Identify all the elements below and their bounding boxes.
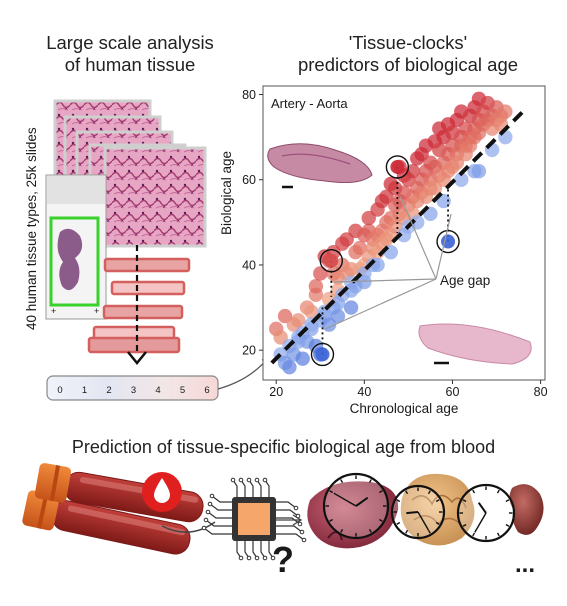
- highlight-ring: [319, 248, 343, 273]
- svg-text:+: +: [94, 306, 99, 316]
- y-tick-label: 20: [242, 344, 256, 358]
- blood-tube-icon: [22, 463, 204, 555]
- blood-drop-icon: [142, 472, 182, 512]
- scatter-point: [291, 313, 306, 328]
- age-scatter-chart: Artery - Aorta Age gap 20 40 60 80 20 40 60 80…: [219, 85, 548, 416]
- highlight-ring: [385, 155, 410, 179]
- organ-kidney-icon: [509, 484, 544, 535]
- y-tick-label: 60: [242, 173, 256, 187]
- x-tick-label: 40: [357, 385, 371, 399]
- clock-icon: [456, 483, 516, 543]
- scatter-point: [454, 172, 469, 187]
- embedding-value: 3: [131, 385, 136, 396]
- age-gap-pointer: [435, 213, 452, 280]
- age-gap-pointer: [399, 196, 437, 280]
- embedding-vector: 0 1 2 3 4 5 6: [46, 375, 219, 401]
- organ-brain-icon: [400, 473, 475, 546]
- feature-bars: [87, 257, 191, 354]
- right-title-line1: 'Tissue-clocks': [348, 32, 468, 53]
- age-gap-pointer: [325, 278, 437, 330]
- scatter-point: [330, 308, 346, 324]
- scatter-point: [295, 351, 310, 366]
- right-title: 'Tissue-clocks' predictors of biological…: [258, 32, 558, 76]
- embedding-value: 2: [106, 385, 111, 396]
- x-tick-label: 60: [446, 385, 460, 399]
- question-mark: ?: [272, 539, 294, 580]
- highlight-ring: [436, 229, 460, 254]
- svg-text:+: +: [51, 306, 56, 316]
- scatter-point: [330, 296, 346, 311]
- age-gap-label: Age gap: [440, 273, 490, 288]
- embedding-value: 0: [57, 385, 62, 396]
- y-tick-label: 40: [242, 258, 256, 272]
- chip-icon: [201, 477, 307, 561]
- scatter-point: [357, 266, 372, 281]
- x-tick-label: 80: [534, 385, 548, 399]
- highlighted-point: [324, 253, 339, 268]
- highlighted-point: [315, 347, 330, 362]
- scatter-point: [471, 164, 487, 179]
- scatter-point: [313, 266, 328, 281]
- x-tick-label: 20: [269, 385, 283, 399]
- y-tick-label: 80: [242, 88, 256, 102]
- side-label: 40 human tissue types, 25k slides: [24, 127, 39, 330]
- scatter-point: [498, 104, 513, 119]
- left-title: Large scale analysis of human tissue: [10, 32, 250, 76]
- clock-icon: [390, 484, 446, 540]
- age-gap-pointer: [334, 278, 437, 283]
- highlight-ring: [310, 342, 335, 367]
- left-title-line2: of human tissue: [64, 54, 196, 75]
- aorta-tissue-thumbnail-bottom: [418, 323, 532, 365]
- right-title-line2: predictors of biological age: [297, 54, 519, 75]
- embedding-to-chart-arrow: [217, 357, 269, 390]
- embedding-value: 4: [155, 385, 160, 396]
- y-axis-label: Biological age: [219, 151, 234, 235]
- bottom-title: Prediction of tissue-specific biological…: [71, 437, 496, 457]
- blood-to-chip-connector: [161, 521, 216, 533]
- identity-line: [270, 110, 525, 365]
- clock-icon: [322, 472, 390, 540]
- more-organs-ellipsis: ...: [515, 551, 535, 578]
- highlighted-point: [441, 234, 456, 249]
- scatter-point: [282, 360, 297, 375]
- scatter-point: [396, 227, 412, 243]
- left-title-line1: Large scale analysis: [46, 32, 214, 53]
- x-axis-label: Chronological age: [350, 401, 459, 416]
- embedding-value: 1: [82, 385, 87, 396]
- highlighted-point: [390, 159, 405, 174]
- pipeline-arrowhead: [127, 351, 147, 365]
- scatter-point: [343, 283, 359, 298]
- embedding-value: 5: [180, 385, 185, 396]
- aorta-tissue-thumbnail-top: [267, 143, 373, 189]
- embedding-value: 6: [204, 385, 209, 396]
- scatter-point: [308, 279, 324, 294]
- whole-slide-image: + +: [45, 174, 107, 320]
- scatter-point: [291, 334, 306, 349]
- chart-title: Artery - Aorta: [271, 96, 348, 111]
- scatter-point: [343, 300, 359, 315]
